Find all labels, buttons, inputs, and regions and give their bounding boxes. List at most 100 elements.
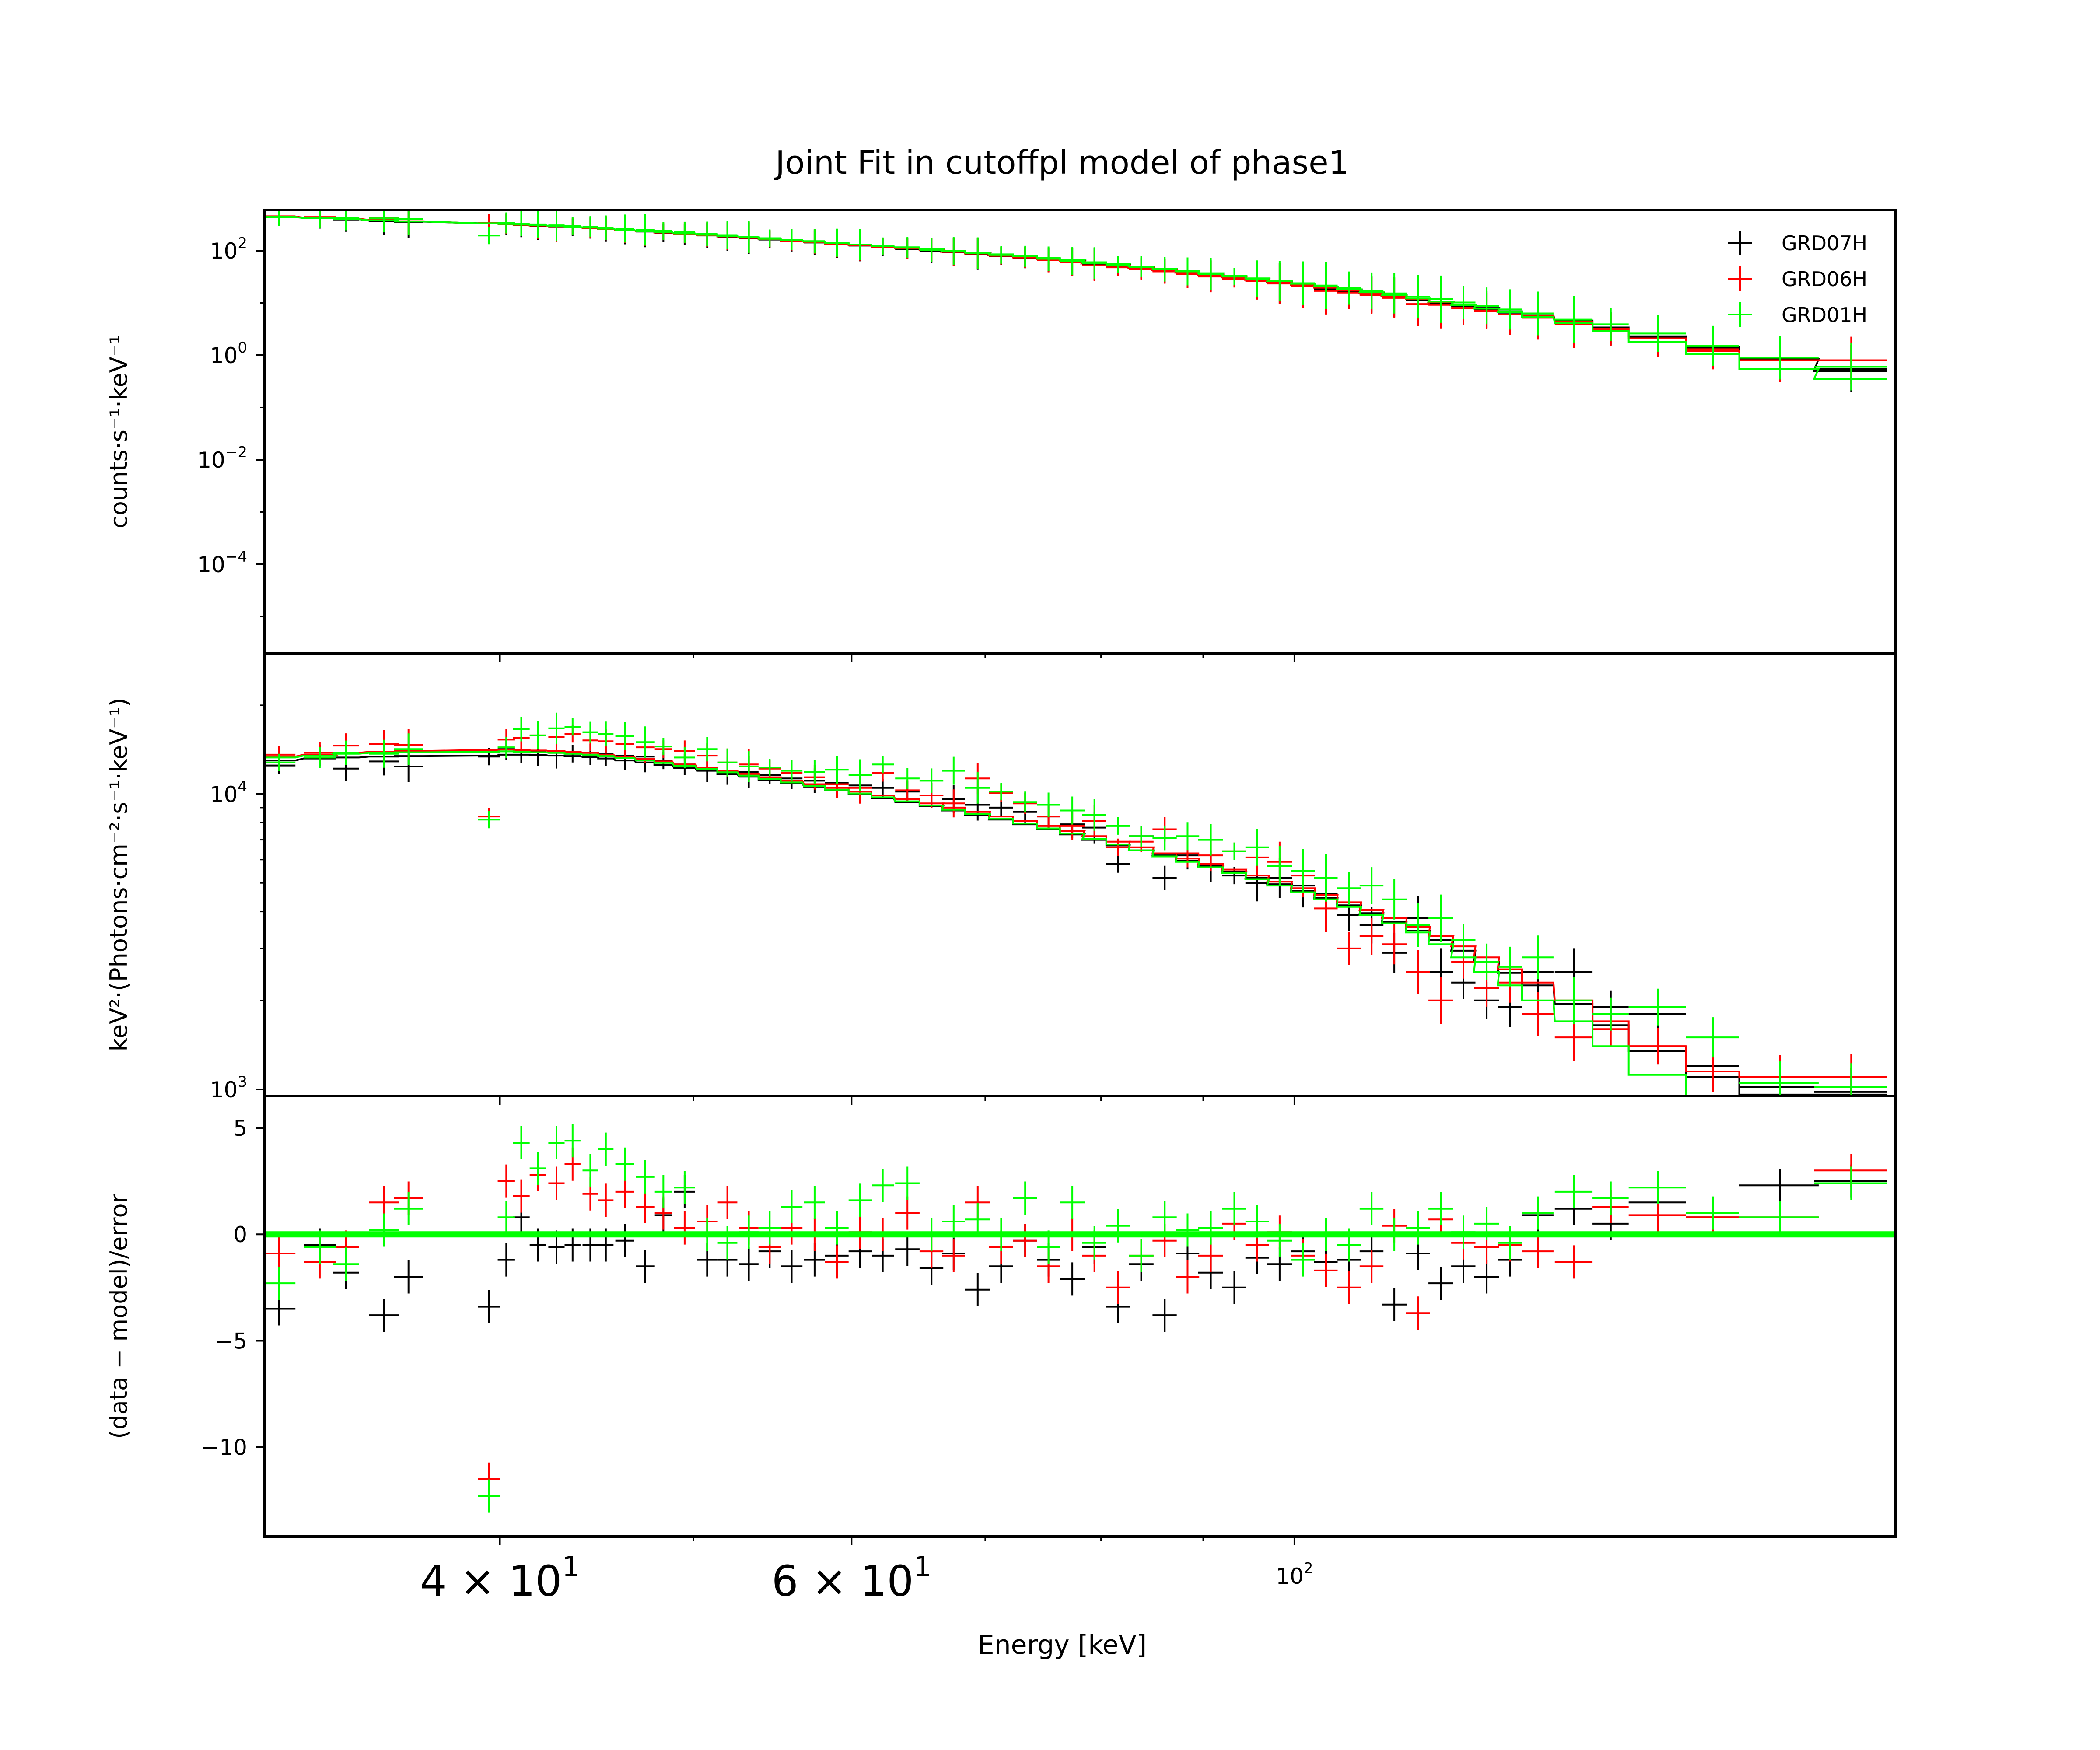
- data-point-GRD01H: [1152, 257, 1177, 282]
- data-point-GRD01H: [1106, 256, 1130, 273]
- data-point-GRD01H: [989, 246, 1013, 264]
- model-line-GRD01H: [265, 750, 1740, 1096]
- y-tick-exp: 2: [238, 234, 247, 252]
- data-point-GRD06H: [1106, 838, 1130, 856]
- data-point-GRD07H: [895, 1232, 920, 1266]
- data-point-GRD01H: [758, 759, 781, 777]
- data-point-GRD07H: [615, 1224, 634, 1257]
- x-tick-exp: 2: [1304, 1560, 1313, 1577]
- data-point-GRD01H: [780, 1190, 803, 1223]
- data-point-GRD01H: [1082, 247, 1106, 279]
- data-point-GRD06H: [265, 1237, 296, 1270]
- y-tick-label: 100: [210, 339, 247, 368]
- data-point-GRD01H: [717, 221, 738, 249]
- data-point-GRD01H: [674, 747, 695, 768]
- data-point-GRD01H: [1382, 273, 1407, 314]
- data-point-GRD01H: [942, 237, 965, 265]
- panel-frame-residuals: [263, 1095, 1897, 1538]
- data-point-GRD01H: [636, 1160, 654, 1194]
- data-point-GRD06H: [717, 1186, 738, 1219]
- data-point-GRD01H: [1129, 1239, 1154, 1272]
- data-point-GRD07H: [965, 1273, 990, 1306]
- panel-data-residuals: [265, 1124, 1896, 1513]
- data-point-GRD01H: [333, 210, 359, 231]
- data-point-GRD06H: [1686, 1051, 1740, 1092]
- data-point-GRD01H: [1198, 258, 1223, 290]
- data-point-GRD01H: [1222, 1192, 1246, 1225]
- y-tick-label: 102: [210, 234, 247, 264]
- data-point-GRD07H: [636, 1250, 654, 1283]
- data-point-GRD07H: [1474, 1260, 1499, 1294]
- data-point-GRD07H: [780, 1250, 803, 1283]
- data-point-GRD06H: [1359, 918, 1384, 955]
- data-point-GRD01H: [582, 1154, 598, 1187]
- y-tick-label: 103: [210, 1073, 247, 1102]
- panel-data-unfolded: [265, 712, 1887, 1096]
- data-point-GRD06H: [1013, 1224, 1037, 1257]
- data-point-GRD06H: [1522, 992, 1554, 1036]
- x-tick-label: 102: [1276, 1560, 1313, 1589]
- y-tick-label: −5: [215, 1328, 247, 1354]
- data-point-GRD01H: [825, 756, 849, 784]
- data-point-GRD01H: [1314, 854, 1338, 902]
- data-point-GRD01H: [1592, 997, 1629, 1031]
- data-point-GRD01H: [1060, 247, 1085, 275]
- data-point-GRD01H: [1428, 894, 1453, 942]
- data-point-GRD01H: [548, 1126, 565, 1159]
- data-point-GRD07H: [1106, 855, 1130, 873]
- data-point-GRD01H: [615, 1147, 634, 1181]
- data-point-GRD01H: [825, 228, 849, 257]
- data-point-GRD06H: [1106, 1270, 1130, 1304]
- data-point-GRD01H: [1060, 1186, 1085, 1219]
- data-point-GRD01H: [965, 1203, 990, 1236]
- y-tick-label: 10−4: [197, 548, 247, 578]
- data-point-GRD01H: [1474, 943, 1499, 980]
- data-point-GRD01H: [513, 1126, 530, 1159]
- data-point-GRD01H: [1291, 1243, 1315, 1277]
- y-tick-label: 10−2: [197, 444, 247, 473]
- data-point-GRD01H: [1291, 261, 1315, 305]
- data-point-GRD01H: [654, 738, 672, 756]
- data-point-GRD01H: [1739, 1061, 1819, 1096]
- data-point-GRD01H: [895, 768, 920, 789]
- data-point-GRD01H: [1686, 326, 1740, 366]
- y-tick-base: 10: [197, 552, 225, 578]
- data-point-GRD01H: [636, 726, 654, 758]
- data-point-GRD07H: [1152, 865, 1177, 890]
- data-point-GRD01H: [739, 751, 759, 782]
- data-point-GRD01H: [654, 222, 672, 240]
- data-point-GRD01H: [1739, 336, 1819, 380]
- data-point-GRD01H: [1152, 826, 1177, 850]
- data-point-GRD01H: [848, 1183, 872, 1217]
- data-point-GRD06H: [942, 1239, 965, 1272]
- data-point-GRD06H: [513, 1179, 530, 1213]
- data-point-GRD01H: [780, 760, 803, 781]
- data-point-GRD06H: [1522, 1235, 1554, 1268]
- x-tick-exp: 1: [914, 1551, 931, 1583]
- data-point-GRD06H: [1406, 1296, 1430, 1330]
- legend-marker-GRD01H: [1728, 302, 1752, 327]
- data-point-GRD01H: [674, 221, 695, 243]
- data-point-GRD01H: [1291, 849, 1315, 893]
- data-point-GRD01H: [1628, 988, 1686, 1026]
- data-point-GRD01H: [1451, 924, 1476, 957]
- y-tick-label: −10: [201, 1435, 247, 1460]
- data-point-GRD01H: [1337, 872, 1362, 905]
- data-point-GRD01H: [564, 1124, 581, 1158]
- data-point-GRD01H: [1474, 287, 1499, 325]
- data-point-GRD06H: [1554, 1245, 1593, 1279]
- data-point-GRD01H: [513, 211, 530, 236]
- data-point-GRD07H: [989, 798, 1013, 816]
- data-point-GRD07H: [1382, 1288, 1407, 1321]
- data-point-GRD01H: [1198, 824, 1223, 856]
- data-point-GRD01H: [1129, 256, 1154, 277]
- data-point-GRD01H: [304, 747, 336, 768]
- data-point-GRD01H: [598, 1132, 614, 1166]
- data-point-GRD01H: [598, 721, 614, 746]
- data-point-GRD01H: [1498, 289, 1522, 330]
- y-tick-label: 104: [210, 778, 247, 807]
- data-point-GRD01H: [848, 759, 872, 791]
- data-point-GRD01H: [848, 229, 872, 260]
- data-point-GRD01H: [1739, 1200, 1819, 1234]
